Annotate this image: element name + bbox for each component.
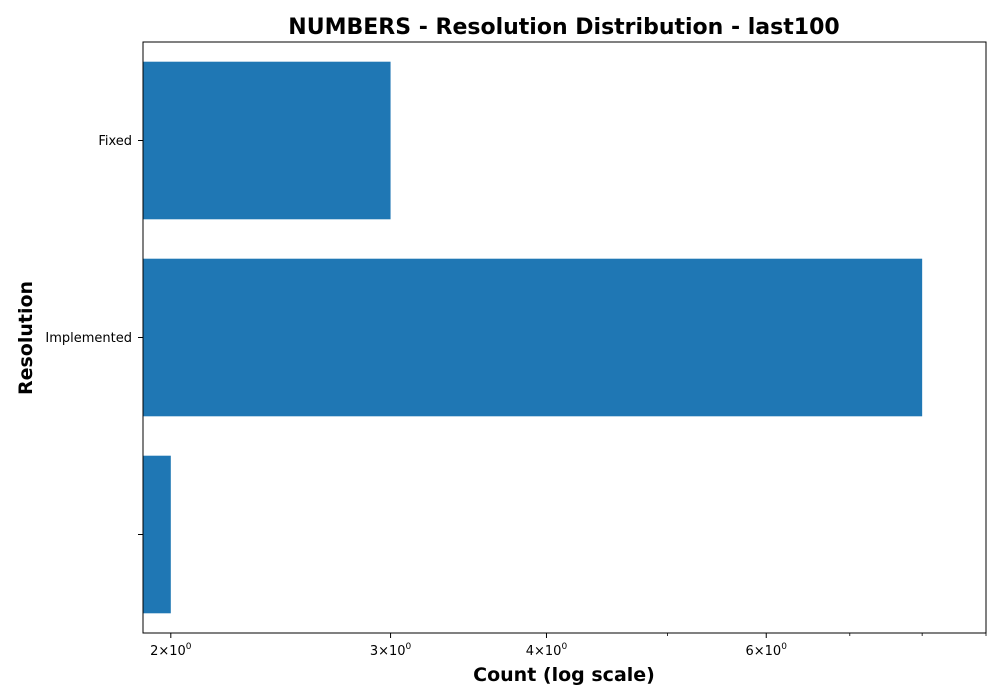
bars-group	[143, 61, 923, 614]
x-axis-label: Count (log scale)	[473, 664, 655, 686]
x-tick-label-4: 4×100	[526, 642, 568, 659]
chart-title: NUMBERS - Resolution Distribution - last…	[288, 15, 839, 40]
bar-fixed	[143, 61, 391, 220]
y-tick-label-implemented: Implemented	[45, 331, 132, 346]
x-tick-label-6: 6×100	[746, 642, 788, 659]
bar-blank	[143, 455, 171, 614]
x-axis-ticks: 2×100 3×100 4×100 6×100	[150, 633, 987, 659]
y-tick-label-fixed: Fixed	[98, 134, 132, 149]
x-tick-label-2: 2×100	[150, 642, 192, 659]
y-axis-ticks: Fixed Implemented	[45, 134, 143, 535]
x-tick-label-3: 3×100	[370, 642, 412, 659]
bar-implemented	[143, 258, 923, 417]
y-axis-label: Resolution	[15, 281, 37, 395]
